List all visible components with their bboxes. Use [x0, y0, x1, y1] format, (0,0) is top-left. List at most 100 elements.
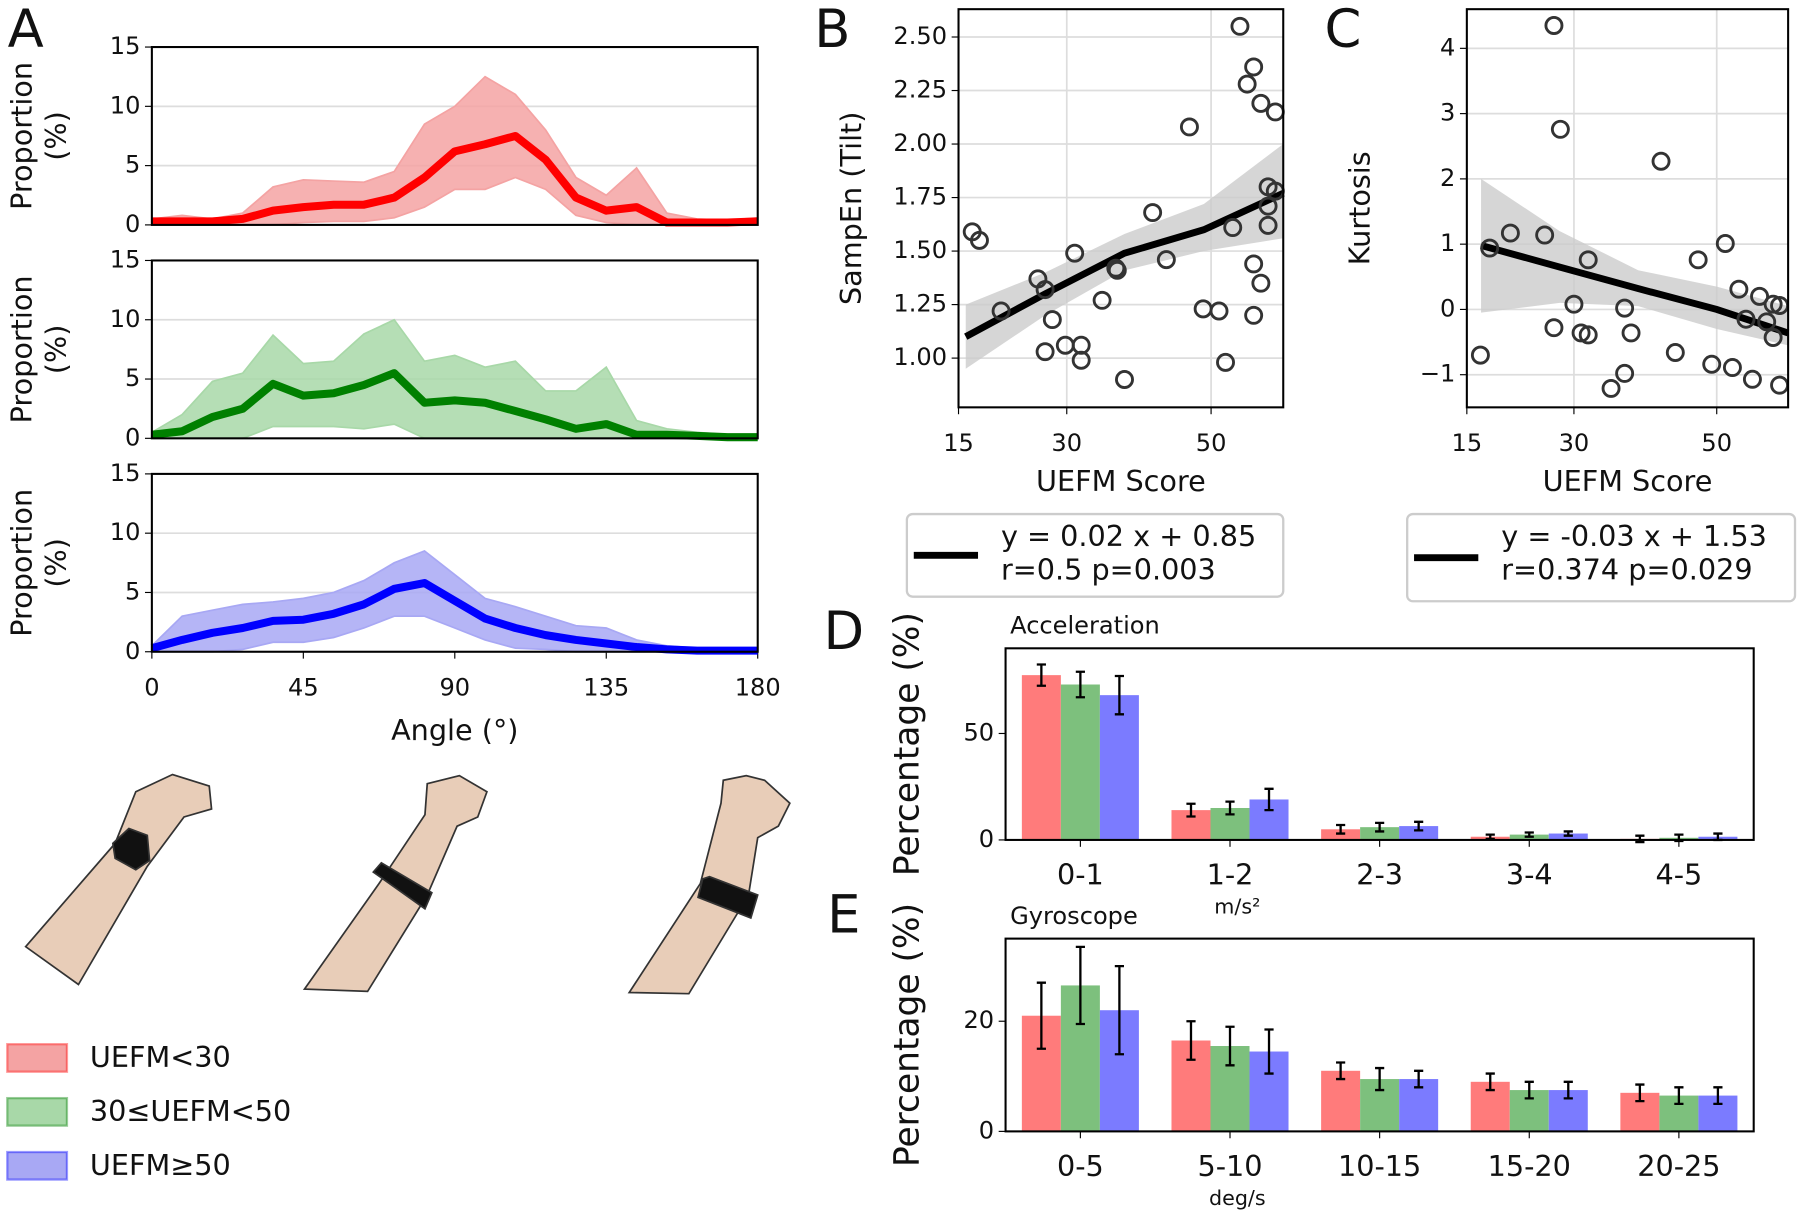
axes-frame: [957, 8, 1285, 409]
arm-illustrations: [24, 773, 791, 995]
x-tick-label: 1-2: [1207, 858, 1254, 892]
legend-text: 30≤UEFM<50: [90, 1094, 291, 1128]
point: [1715, 234, 1735, 253]
x-axis-label: deg/s: [1209, 1186, 1266, 1210]
y-tick-label: 2.00: [893, 129, 947, 157]
legend-box: [1406, 512, 1797, 603]
error-bar: [1114, 965, 1124, 1056]
point: [1702, 354, 1722, 374]
legend-box: [905, 512, 1285, 598]
x-tick-label: 135: [583, 673, 629, 701]
legend-text: y = 0.02 x + 0.85: [1001, 519, 1256, 553]
y-tick-label: 2.50: [893, 22, 947, 50]
x-tick-label: 3-4: [1506, 858, 1553, 892]
x-tick-label: 50: [1701, 429, 1732, 457]
y-tick-label: 1.00: [893, 343, 947, 371]
error-bar: [1114, 674, 1124, 716]
legend-swatch: [6, 1096, 69, 1127]
point: [1750, 286, 1770, 306]
point: [1265, 102, 1285, 122]
point: [1042, 310, 1062, 330]
error-bar: [1674, 1086, 1684, 1105]
x-tick-label: 180: [735, 673, 781, 701]
fit-line: [1480, 242, 1790, 337]
y-tick-label: 1: [1440, 229, 1455, 257]
y-tick-label: 15: [110, 245, 141, 273]
error-bar: [1524, 1080, 1534, 1100]
legend-swatch: [6, 1150, 69, 1181]
y-axis-label: (%): [39, 111, 73, 161]
point: [1688, 250, 1708, 270]
x-tick-label: 4-5: [1655, 858, 1702, 892]
y-tick-label: 1.75: [893, 183, 947, 211]
point: [1251, 273, 1271, 293]
point: [1550, 119, 1570, 139]
error-bar: [1485, 833, 1495, 841]
bar: [1021, 675, 1061, 840]
point: [1544, 16, 1564, 35]
x-tick-label: 15: [1452, 429, 1483, 457]
y-tick-label: 2: [1440, 164, 1455, 192]
y-axis-label: Kurtosis: [1342, 151, 1376, 265]
x-axis-label: UEFM Score: [1036, 464, 1206, 498]
x-tick-label: 50: [1196, 429, 1227, 457]
point: [1258, 215, 1278, 235]
point: [1770, 375, 1790, 395]
y-tick-label: 3: [1440, 99, 1455, 127]
error-bar: [1225, 800, 1235, 816]
y-tick-label: 5: [125, 364, 140, 392]
point: [1544, 318, 1564, 338]
legend-text: y = -0.03 x + 1.53: [1501, 519, 1767, 553]
point: [1223, 218, 1243, 237]
mean-line: [151, 131, 758, 227]
point: [1535, 225, 1555, 245]
point: [1621, 323, 1641, 343]
y-tick-label: 1.50: [893, 236, 947, 264]
point: [1736, 309, 1756, 329]
error-bar: [1524, 831, 1534, 838]
panel-label: E: [827, 885, 860, 946]
point: [1071, 350, 1091, 370]
point: [1092, 290, 1112, 310]
point: [1179, 117, 1199, 137]
error-bar: [1563, 830, 1573, 837]
x-tick-label: 30: [1051, 429, 1082, 457]
panel-label: D: [823, 601, 864, 662]
y-tick-label: 10: [110, 91, 141, 119]
point: [1230, 16, 1250, 36]
y-tick-label: 0: [125, 210, 140, 238]
point: [1729, 279, 1749, 299]
point: [1115, 370, 1134, 389]
error-bar: [1635, 1083, 1645, 1103]
error-bar: [1414, 1069, 1424, 1089]
legend-swatch: [6, 1043, 69, 1073]
point: [1578, 325, 1598, 345]
axes-frame: [150, 472, 759, 653]
error-bar: [1485, 1072, 1495, 1092]
subtitle: Acceleration: [1010, 612, 1160, 640]
point: [1615, 363, 1635, 383]
x-tick-label: 20-25: [1637, 1149, 1720, 1183]
point: [1722, 358, 1742, 377]
error-bar: [1635, 834, 1645, 844]
error-bar: [1186, 802, 1196, 818]
point: [1055, 335, 1075, 355]
point: [1244, 254, 1264, 274]
y-axis-label: Percentage (%): [888, 612, 928, 876]
point: [1564, 294, 1584, 314]
y-tick-label: 15: [110, 32, 141, 60]
legend-text: r=0.5 p=0.003: [1001, 552, 1216, 586]
point: [1757, 312, 1777, 332]
error-bar: [1375, 821, 1385, 833]
panel-label: A: [8, 0, 44, 60]
point: [1665, 343, 1685, 362]
x-tick-label: 2-3: [1356, 858, 1403, 892]
bar: [1321, 1070, 1361, 1132]
point: [1035, 280, 1055, 300]
y-tick-label: 0: [125, 423, 140, 451]
point: [1035, 342, 1055, 362]
legend-text: r=0.374 p=0.029: [1501, 552, 1752, 586]
y-tick-label: 0: [979, 1116, 994, 1144]
y-tick-label: 0: [979, 825, 994, 853]
x-tick-label: 90: [439, 673, 470, 701]
